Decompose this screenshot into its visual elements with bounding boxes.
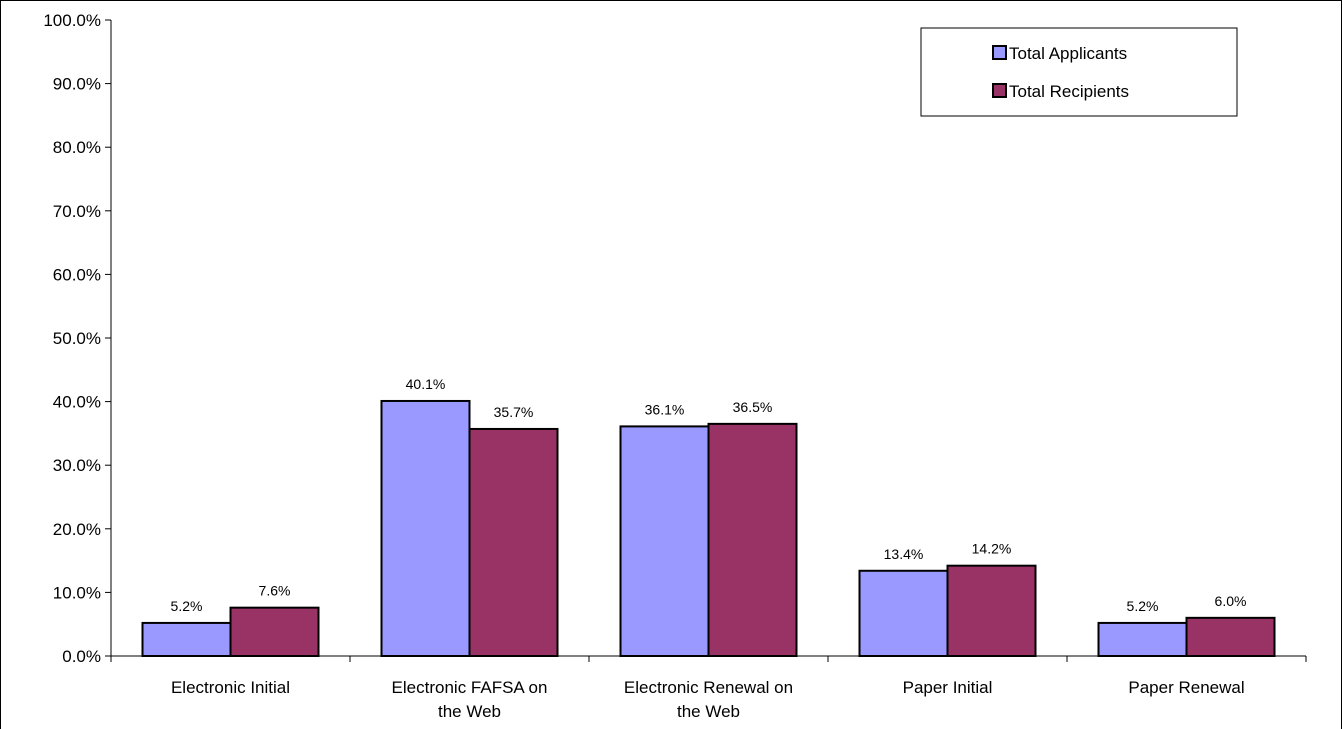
bar <box>380 399 471 657</box>
y-tick-label: 0.0% <box>62 647 101 666</box>
bar <box>619 425 710 657</box>
y-tick-label: 30.0% <box>53 456 101 475</box>
data-label: 36.5% <box>733 399 773 415</box>
bar <box>1185 616 1276 658</box>
data-label: 14.2% <box>972 541 1012 557</box>
bar <box>946 564 1037 657</box>
x-tick-label: Electronic FAFSA on the Web <box>392 678 548 721</box>
y-tick-label: 40.0% <box>53 393 101 412</box>
data-label: 35.7% <box>494 404 534 420</box>
data-label: 36.1% <box>645 401 685 417</box>
y-tick-label: 100.0% <box>43 11 101 30</box>
data-label: 13.4% <box>884 546 924 562</box>
legend-swatch <box>992 45 1007 60</box>
y-tick-label: 70.0% <box>53 202 101 221</box>
bar <box>229 606 320 657</box>
bar <box>858 569 949 657</box>
y-tick-label: 90.0% <box>53 75 101 94</box>
y-tick-label: 10.0% <box>53 583 101 602</box>
bar <box>707 422 798 657</box>
legend-box <box>920 27 1238 117</box>
legend-label: Total Applicants <box>1009 44 1127 63</box>
data-label: 7.6% <box>259 583 291 599</box>
x-tick-label: Electronic Renewal on the Web <box>624 678 793 721</box>
y-tick-label: 60.0% <box>53 265 101 284</box>
y-tick-label: 50.0% <box>53 329 101 348</box>
data-label: 40.1% <box>406 376 446 392</box>
data-label: 6.0% <box>1215 593 1247 609</box>
y-tick-label: 80.0% <box>53 138 101 157</box>
data-label: 5.2% <box>171 598 203 614</box>
x-tick-label: Electronic Initial <box>171 678 290 697</box>
bar <box>141 621 232 657</box>
bar <box>468 427 559 657</box>
y-tick-label: 20.0% <box>53 520 101 539</box>
legend-swatch <box>992 83 1007 98</box>
data-label: 5.2% <box>1127 598 1159 614</box>
x-tick-label: Paper Initial <box>903 678 993 697</box>
x-tick-label: Paper Renewal <box>1128 678 1244 697</box>
legend-label: Total Recipients <box>1009 82 1129 101</box>
bar <box>1097 621 1188 657</box>
